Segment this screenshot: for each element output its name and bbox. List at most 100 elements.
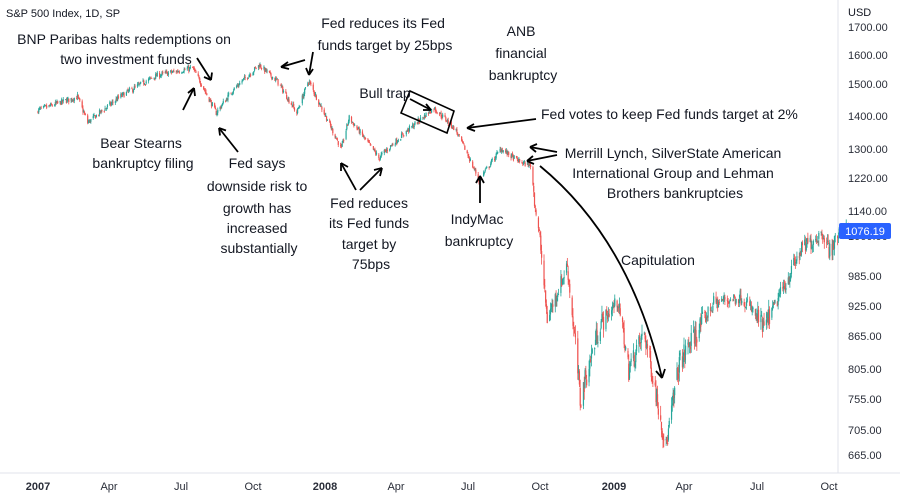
candle-down [353, 123, 355, 126]
candle-up [611, 306, 613, 311]
candle-down [290, 102, 292, 105]
candle-up [182, 72, 184, 73]
candle-up [408, 126, 411, 132]
candle-up [801, 242, 803, 253]
candle-up [381, 153, 383, 154]
chart-header: S&P 500 Index, 1D, SP [6, 8, 120, 20]
arrow-fed-2pct [466, 118, 537, 129]
candle-down [402, 134, 404, 136]
candle-up [396, 141, 399, 143]
candle-down [309, 81, 311, 83]
candle-up [247, 77, 249, 79]
annotation-fed-2pct: Fed votes to keep Fed funds target at 2% [541, 106, 798, 122]
candle-down [506, 151, 508, 155]
candle-up [638, 336, 640, 345]
candle-down [466, 150, 468, 154]
time-axis: 2007 Apr Jul Oct 2008 Apr Jul Oct 2009 Apr Jul Oct [26, 481, 838, 493]
candle-up [161, 72, 163, 75]
candle-down [561, 277, 563, 287]
candle-down [688, 343, 690, 347]
candle-down [831, 243, 833, 256]
candle-down [574, 333, 576, 338]
candle-down [230, 93, 232, 95]
candle-down [732, 299, 734, 301]
candle-up [523, 160, 525, 162]
candle-down [749, 301, 751, 306]
candle-up [297, 108, 299, 110]
candle-up [679, 352, 681, 356]
candle-up [699, 318, 701, 329]
candle-down [87, 115, 89, 123]
candle-up [128, 90, 130, 92]
candle-down [293, 107, 296, 111]
candle-down [117, 96, 120, 98]
candle-up [605, 309, 607, 330]
annotation-fed-25bps: Fed reduces its Fed funds target by 25bp… [318, 15, 453, 53]
x-tick-label: Apr [387, 481, 404, 493]
candle-up [61, 99, 63, 105]
candle-down [737, 299, 740, 304]
candle-down [291, 105, 293, 107]
candle-down [467, 154, 469, 156]
candle-up [826, 240, 829, 243]
candle-up [783, 286, 785, 288]
candle-up [431, 109, 433, 113]
candle-up [667, 428, 670, 440]
candle-up [712, 305, 714, 311]
candle-up [109, 102, 111, 105]
y-tick-label: 1300.00 [848, 144, 888, 156]
candle-down [401, 133, 403, 135]
candle-up [723, 296, 725, 300]
candle-up [44, 105, 46, 107]
candle-down [255, 67, 257, 69]
candle-down [767, 317, 769, 324]
candle-down [539, 232, 541, 235]
candle-down [572, 316, 574, 326]
candle-down [214, 103, 216, 107]
candle-down [412, 125, 415, 128]
candle-up [257, 65, 260, 68]
x-tick-label: Oct [820, 481, 837, 493]
candle-up [469, 158, 471, 161]
candle-down [134, 86, 136, 88]
candle-down [313, 90, 315, 94]
candle-up [768, 309, 770, 318]
candle-down [361, 131, 364, 135]
candle-up [42, 105, 45, 108]
candle-down [468, 156, 470, 158]
candle-up [181, 72, 183, 74]
candle-down [271, 76, 273, 79]
candle-up [761, 314, 763, 316]
candle-down [81, 101, 83, 108]
candle-down [45, 105, 47, 107]
candle-up [837, 237, 839, 239]
candle-down [71, 99, 73, 101]
candle-down [801, 242, 803, 246]
candle-down [606, 310, 608, 313]
candle-down [521, 162, 523, 164]
candle-down [512, 153, 514, 155]
candle-up [407, 128, 409, 131]
candle-down [837, 236, 839, 239]
candle-up [549, 308, 552, 315]
candle-up [701, 311, 704, 314]
candle-down [285, 91, 287, 94]
candle-up [379, 157, 381, 160]
candle-down [763, 321, 765, 326]
candle-down [783, 286, 785, 287]
candle-up [297, 108, 299, 114]
candle-up [389, 145, 392, 148]
candle-down [83, 111, 86, 114]
candle-up [452, 125, 454, 128]
candle-down [473, 168, 475, 170]
candle-up [549, 315, 551, 321]
candle-down [350, 116, 353, 123]
candle-up [762, 320, 764, 328]
candle-up [341, 143, 343, 147]
candle-down [463, 143, 465, 145]
candle-up [160, 74, 162, 76]
candle-down [733, 295, 736, 297]
candle-up [117, 96, 119, 100]
